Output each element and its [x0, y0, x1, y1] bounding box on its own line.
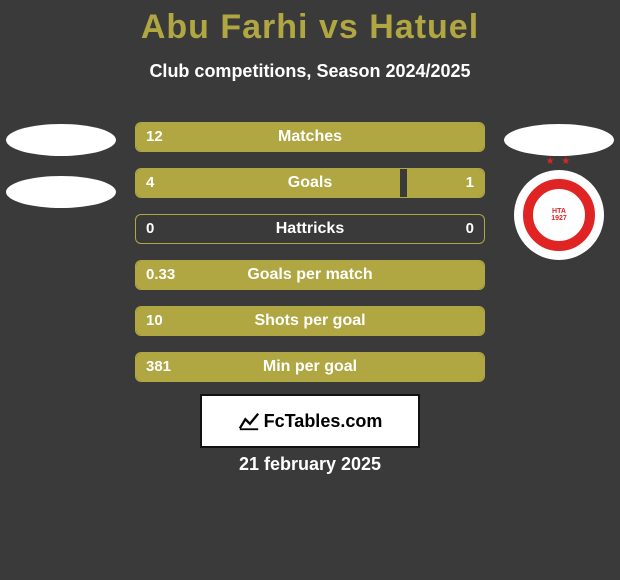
stat-value-left: 4 [146, 169, 154, 197]
brand-label: FcTables.com [238, 410, 383, 432]
chart-icon [238, 410, 260, 432]
title-player-right: Hatuel [369, 8, 479, 46]
badge-placeholder-shape [504, 124, 614, 156]
stat-bar: Matches12 [135, 122, 485, 152]
stat-value-right: 1 [466, 169, 474, 197]
stat-bar: Shots per goal10 [135, 306, 485, 336]
title-vs: vs [319, 8, 359, 46]
stat-bar: Hattricks0 0 [135, 214, 485, 244]
stat-label: Goals per match [136, 261, 484, 289]
stat-label: Hattricks [136, 215, 484, 243]
crest-ring: HTA 1927 [523, 179, 595, 251]
page-subtitle: Club competitions, Season 2024/2025 [0, 61, 620, 82]
stat-bar: Goals per match0.33 [135, 260, 485, 290]
stat-label: Min per goal [136, 353, 484, 381]
page-title: Abu Farhi vs Hatuel [0, 0, 620, 47]
brand-text: FcTables.com [264, 411, 383, 432]
stat-bar: Min per goal381 [135, 352, 485, 382]
footer-date: 21 february 2025 [0, 454, 620, 475]
stat-value-left: 10 [146, 307, 163, 335]
stat-label: Shots per goal [136, 307, 484, 335]
stat-label: Goals [136, 169, 484, 197]
title-player-left: Abu Farhi [141, 8, 309, 46]
club-crest-right: ★ ★ HTA 1927 [514, 170, 604, 260]
team-badge-left [6, 116, 116, 226]
badge-placeholder-shape [6, 176, 116, 208]
stat-value-left: 381 [146, 353, 171, 381]
crest-inner-text: HTA 1927 [551, 208, 567, 222]
badge-placeholder-shape [6, 124, 116, 156]
stat-value-left: 12 [146, 123, 163, 151]
brand-box: FcTables.com [200, 394, 420, 448]
stat-value-left: 0 [146, 215, 154, 243]
stat-bar: Goals4 1 [135, 168, 485, 198]
stat-value-left: 0.33 [146, 261, 175, 289]
crest-stars: ★ ★ [514, 156, 604, 167]
stat-value-right: 0 [466, 215, 474, 243]
comparison-bars: Matches12 Goals4 1 Hattricks0 0 Goals per mat… [135, 122, 485, 398]
stat-label: Matches [136, 123, 484, 151]
